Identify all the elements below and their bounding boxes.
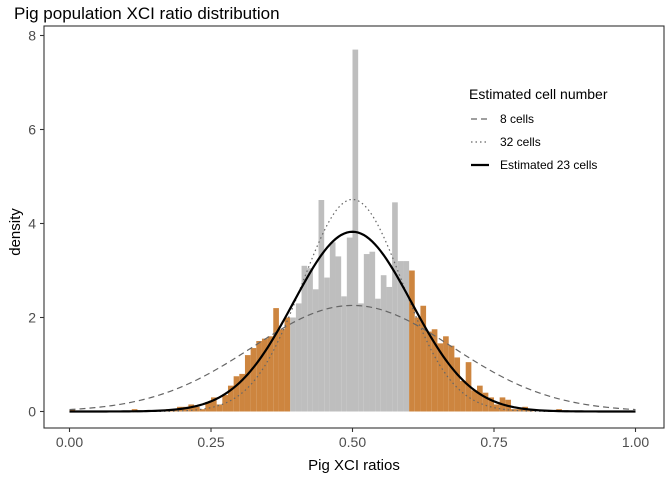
histogram-bar	[216, 404, 223, 412]
x-tick-label: 1.00	[622, 434, 649, 450]
histogram-bar	[318, 200, 325, 412]
histogram-bar	[335, 256, 342, 412]
histogram-bar	[392, 202, 398, 412]
histogram-bar	[352, 49, 359, 412]
histogram-bar	[301, 265, 308, 412]
histogram-bar	[380, 275, 387, 412]
legend: Estimated cell number 8 cells 32 cells Esti…	[469, 86, 608, 172]
y-tick-label: 0	[28, 404, 36, 420]
histogram-bar	[227, 385, 234, 412]
y-axis: 0 2 4 6 8	[28, 28, 44, 420]
histogram-bar	[443, 336, 449, 412]
y-tick-label: 4	[28, 216, 36, 232]
legend-label: Estimated 23 cells	[500, 158, 597, 172]
x-axis-title: Pig XCI ratios	[308, 457, 400, 474]
histogram-bar	[295, 303, 302, 412]
histogram-bar	[420, 305, 427, 412]
histogram-bar	[273, 308, 279, 412]
density-curve-8-cells	[69, 304, 636, 411]
histogram-bar	[250, 348, 257, 412]
histogram-bar	[194, 406, 200, 412]
histogram-bar	[460, 380, 466, 412]
histogram-bar	[409, 270, 415, 412]
histogram-bar	[307, 268, 313, 412]
histogram-bar	[199, 409, 206, 412]
histogram-bar	[324, 277, 330, 412]
histogram-bar	[211, 397, 217, 412]
histogram-bar	[363, 254, 370, 412]
histogram-bar	[477, 385, 483, 412]
legend-title: Estimated cell number	[469, 86, 608, 102]
histogram-bar	[69, 409, 76, 412]
histogram-bar	[205, 402, 211, 412]
histogram-bar	[346, 237, 353, 412]
x-tick-label: 0.50	[339, 434, 366, 450]
histogram-bar	[341, 296, 347, 412]
histogram-bar	[426, 331, 432, 412]
histogram-bar	[488, 397, 494, 412]
legend-label: 8 cells	[500, 112, 534, 126]
x-tick-label: 0.00	[56, 434, 83, 450]
y-axis-title: density	[7, 208, 24, 256]
chart-title: Pig population XCI ratio distribution	[14, 4, 280, 23]
histogram-bar	[510, 409, 517, 412]
histogram-bar	[312, 289, 319, 412]
histogram-bar	[431, 329, 438, 412]
density-curve-estimated-23-cells	[69, 230, 636, 413]
histogram-bar	[494, 404, 500, 412]
histogram-bar	[278, 329, 285, 412]
y-tick-label: 6	[28, 122, 36, 138]
histogram-bar	[261, 338, 268, 412]
y-tick-label: 2	[28, 310, 36, 326]
histogram-bar	[244, 355, 251, 412]
histogram-bar	[284, 317, 291, 412]
histogram-bars	[69, 49, 562, 412]
histogram-bar	[329, 242, 336, 412]
density-curves	[69, 198, 636, 413]
histogram-bar	[290, 317, 296, 412]
x-axis: 0.00 0.25 0.50 0.75 1.00	[56, 428, 649, 450]
panel-border	[43, 25, 665, 429]
x-tick-label: 0.75	[480, 434, 507, 450]
histogram-bar	[454, 357, 461, 412]
histogram-bar	[386, 286, 393, 412]
histogram-bar	[375, 298, 381, 412]
histogram-bar	[437, 343, 444, 412]
histogram-bar	[403, 261, 410, 412]
histogram-bar	[516, 409, 523, 412]
histogram-bar	[267, 336, 274, 412]
histogram-bar	[482, 392, 489, 412]
legend-label: 32 cells	[500, 135, 541, 149]
histogram-bar	[233, 376, 240, 412]
histogram-bar	[358, 303, 364, 412]
y-tick-label: 8	[28, 28, 36, 44]
histogram-bar	[222, 395, 228, 412]
histogram-bar	[414, 317, 421, 412]
histogram-bar	[397, 261, 404, 412]
histogram-bar	[448, 345, 455, 412]
histogram-bar	[256, 341, 262, 412]
x-tick-label: 0.25	[197, 434, 224, 450]
histogram-bar	[369, 251, 376, 412]
